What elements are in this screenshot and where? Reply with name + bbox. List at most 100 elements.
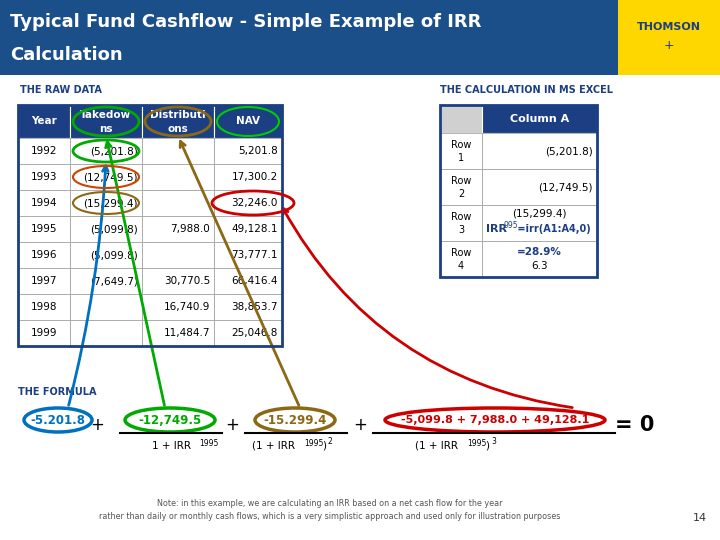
FancyBboxPatch shape [70,320,142,346]
Text: (15,299.4): (15,299.4) [512,209,567,219]
Text: 1993: 1993 [31,172,58,182]
Text: -12,749.5: -12,749.5 [138,414,202,427]
FancyBboxPatch shape [440,105,482,133]
Text: Row: Row [451,140,471,150]
Ellipse shape [255,408,335,432]
Text: 1998: 1998 [31,302,58,312]
Text: (5,201.8): (5,201.8) [545,146,593,156]
Text: 1996: 1996 [31,250,58,260]
Text: THE FORMULA: THE FORMULA [18,387,96,397]
Text: 17,300.2: 17,300.2 [232,172,278,182]
FancyBboxPatch shape [142,294,214,320]
Text: Row: Row [451,212,471,222]
Text: =28.9%: =28.9% [517,247,562,257]
FancyBboxPatch shape [18,190,70,216]
FancyBboxPatch shape [18,242,70,268]
FancyBboxPatch shape [214,242,282,268]
FancyBboxPatch shape [482,133,597,169]
Text: 3: 3 [491,437,496,447]
Text: THOMSON: THOMSON [637,23,701,32]
Text: ): ) [322,441,326,451]
Text: 30,770.5: 30,770.5 [163,276,210,286]
Text: -15.299.4: -15.299.4 [264,414,327,427]
FancyBboxPatch shape [482,105,597,133]
Text: 995: 995 [504,221,518,231]
Text: ns: ns [99,124,113,133]
FancyBboxPatch shape [482,205,597,241]
FancyBboxPatch shape [482,241,597,277]
Text: Typical Fund Cashflow - Simple Example of IRR: Typical Fund Cashflow - Simple Example o… [10,13,482,31]
FancyBboxPatch shape [70,190,142,216]
Ellipse shape [24,408,92,432]
Ellipse shape [385,408,605,432]
FancyBboxPatch shape [214,320,282,346]
Text: 38,853.7: 38,853.7 [232,302,278,312]
Text: 1997: 1997 [31,276,58,286]
Text: +: + [225,416,239,434]
FancyBboxPatch shape [440,205,482,241]
Text: 7,988.0: 7,988.0 [170,224,210,234]
FancyBboxPatch shape [18,320,70,346]
Text: (12,749.5): (12,749.5) [84,172,138,182]
Text: (5,099.8): (5,099.8) [90,250,138,260]
FancyBboxPatch shape [70,105,142,138]
Text: 2: 2 [458,189,464,199]
FancyBboxPatch shape [18,105,70,138]
Text: 16,740.9: 16,740.9 [163,302,210,312]
Text: = 0: = 0 [616,415,654,435]
FancyBboxPatch shape [142,320,214,346]
FancyBboxPatch shape [142,190,214,216]
Text: IRR: IRR [486,224,507,234]
FancyBboxPatch shape [18,164,70,190]
FancyBboxPatch shape [70,216,142,242]
Text: 1: 1 [458,153,464,163]
FancyBboxPatch shape [18,216,70,242]
FancyBboxPatch shape [70,268,142,294]
FancyBboxPatch shape [214,190,282,216]
Text: 11,484.7: 11,484.7 [163,328,210,338]
Text: Note: in this example, we are calculating an IRR based on a net cash flow for th: Note: in this example, we are calculatin… [99,499,561,521]
Text: Takedow: Takedow [81,111,132,120]
FancyBboxPatch shape [142,164,214,190]
Text: (5,099.8): (5,099.8) [90,224,138,234]
Text: 3: 3 [458,225,464,235]
Text: Year: Year [31,117,57,126]
Text: -5.201.8: -5.201.8 [30,414,86,427]
FancyBboxPatch shape [214,294,282,320]
FancyBboxPatch shape [142,138,214,164]
FancyBboxPatch shape [214,138,282,164]
Text: (7,649.7): (7,649.7) [90,276,138,286]
FancyBboxPatch shape [18,138,70,164]
FancyBboxPatch shape [70,242,142,268]
FancyBboxPatch shape [214,105,282,138]
Text: (1 + IRR: (1 + IRR [415,441,458,451]
Text: +: + [90,416,104,434]
FancyBboxPatch shape [440,133,482,169]
FancyBboxPatch shape [142,105,214,138]
Text: 2: 2 [328,437,333,447]
Text: 49,128.1: 49,128.1 [232,224,278,234]
Text: =irr(A1:A4,0): =irr(A1:A4,0) [514,224,590,234]
FancyBboxPatch shape [214,216,282,242]
FancyBboxPatch shape [70,294,142,320]
Text: 4: 4 [458,261,464,271]
Text: 1 + IRR: 1 + IRR [152,441,191,451]
Text: 32,246.0: 32,246.0 [232,198,278,208]
FancyBboxPatch shape [142,216,214,242]
Text: Calculation: Calculation [10,46,122,64]
Text: THE CALCULATION IN MS EXCEL: THE CALCULATION IN MS EXCEL [440,85,613,95]
Text: Column A: Column A [510,114,569,124]
Text: Row: Row [451,248,471,258]
Text: 1995: 1995 [304,438,323,448]
Text: (1 + IRR: (1 + IRR [252,441,295,451]
Text: 1995: 1995 [199,438,218,448]
Text: -5,099.8 + 7,988.0 + 49,128.1: -5,099.8 + 7,988.0 + 49,128.1 [401,415,589,425]
Text: THE RAW DATA: THE RAW DATA [20,85,102,95]
Text: 5,201.8: 5,201.8 [238,146,278,156]
Text: 1994: 1994 [31,198,58,208]
Text: 1995: 1995 [31,224,58,234]
Text: +: + [664,39,675,52]
FancyBboxPatch shape [142,268,214,294]
Text: +: + [353,416,367,434]
FancyBboxPatch shape [214,268,282,294]
